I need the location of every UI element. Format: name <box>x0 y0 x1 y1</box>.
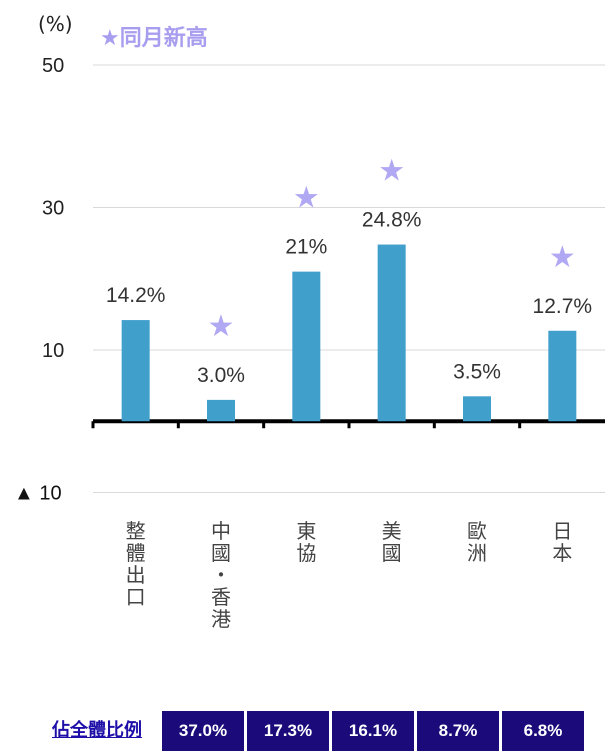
y-tick-label: ▲ 10 <box>14 483 62 505</box>
data-label: 21% <box>285 236 327 259</box>
x-category-label: 歐 <box>467 519 487 543</box>
share-cell: 37.0% <box>162 711 244 751</box>
share-cell: 16.1% <box>332 711 414 751</box>
record-high-star: ★ <box>208 309 235 344</box>
record-high-star: ★ <box>293 181 320 216</box>
x-category-label: 國 <box>211 541 231 565</box>
y-tick-label: 50 <box>42 55 64 77</box>
bar <box>463 396 491 422</box>
x-category-label: 口 <box>126 585 146 609</box>
share-cell: 8.7% <box>417 711 499 751</box>
x-category-label: 美 <box>382 519 402 543</box>
y-tick-label: 30 <box>42 198 64 220</box>
x-category-label: 洲 <box>467 541 487 565</box>
bar <box>548 330 577 422</box>
data-label: 14.2% <box>106 284 166 307</box>
legend-record-high: ★同月新高 <box>100 26 208 51</box>
share-row-label[interactable]: 佔全體比例 <box>52 720 142 741</box>
data-label: 24.8% <box>362 209 422 232</box>
x-category-label: ・ <box>211 563 231 587</box>
x-category-label: 出 <box>126 563 146 587</box>
y-axis-unit: (%) <box>38 12 73 36</box>
bar <box>121 320 150 422</box>
x-category-label: 國 <box>382 541 402 565</box>
x-category-label: 日 <box>552 519 572 543</box>
data-label: 12.7% <box>533 295 593 318</box>
share-cell: 17.3% <box>247 711 329 751</box>
share-cell: 6.8% <box>502 711 584 751</box>
x-category-label: 體 <box>126 541 146 565</box>
x-category-label: 本 <box>552 541 572 565</box>
x-category-label: 中 <box>211 519 231 543</box>
data-label: 3.0% <box>197 364 245 387</box>
bar <box>207 399 235 422</box>
x-category-label: 整 <box>126 519 146 543</box>
x-category-label: 港 <box>211 607 231 631</box>
record-high-star: ★ <box>549 240 576 275</box>
y-tick-label: 10 <box>42 340 64 362</box>
x-category-label: 協 <box>296 541 316 565</box>
bar <box>292 271 321 422</box>
x-category-label: 香 <box>211 585 231 609</box>
x-category-label: 東 <box>296 519 316 543</box>
bar <box>377 244 406 422</box>
data-label: 3.5% <box>453 360 501 383</box>
share-row: 佔全體比例 37.0% 17.3% 16.1% 8.7% 6.8% <box>0 711 605 751</box>
record-high-star: ★ <box>378 154 405 189</box>
